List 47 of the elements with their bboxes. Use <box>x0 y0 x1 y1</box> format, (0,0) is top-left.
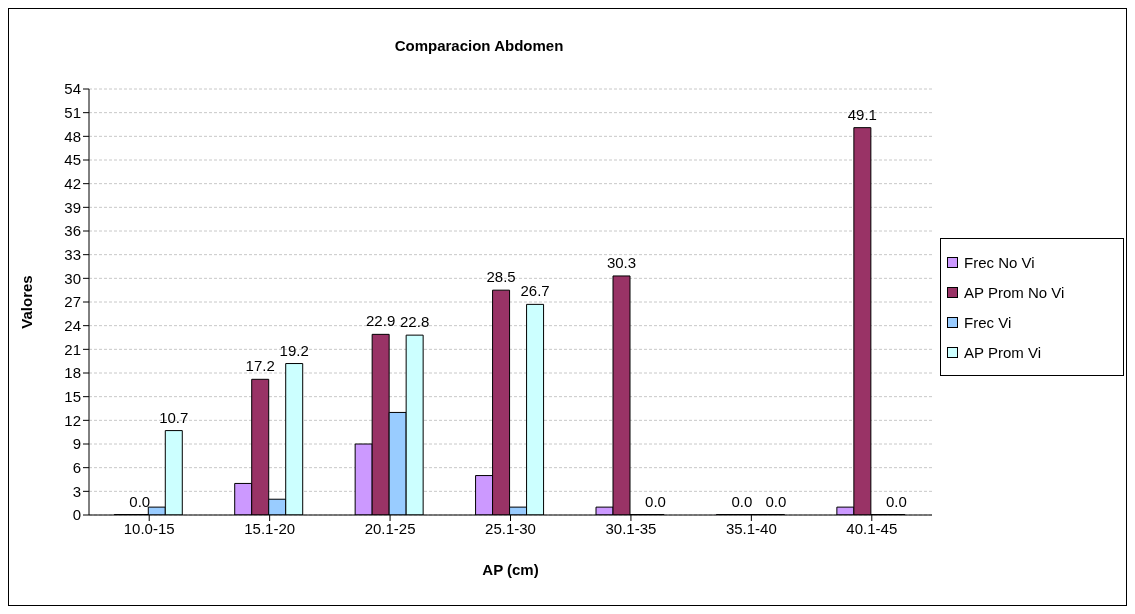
data-label: 22.8 <box>400 313 430 331</box>
y-tick-label: 18 <box>64 364 81 382</box>
x-axis-title: AP (cm) <box>482 561 539 578</box>
data-label: 0.0 <box>885 492 907 510</box>
data-label: 30.3 <box>606 253 637 271</box>
y-tick-label: 12 <box>64 411 81 429</box>
y-tick-label: 27 <box>64 293 81 311</box>
y-tick-label: 36 <box>64 222 81 240</box>
y-tick-label: 6 <box>72 458 81 476</box>
data-label: 10.7 <box>159 408 189 426</box>
y-tick-label: 30 <box>64 269 81 287</box>
data-label: 28.5 <box>486 268 516 286</box>
y-tick-label: 24 <box>64 316 81 334</box>
data-label: 0.0 <box>129 492 151 510</box>
legend-label: AP Prom Vi <box>964 343 1041 361</box>
y-tick-label: 21 <box>64 340 81 358</box>
y-tick-label: 45 <box>64 151 81 169</box>
x-tick-label: 40.1-45 <box>846 519 898 537</box>
data-label: 49.1 <box>847 105 877 123</box>
x-tick-label: 30.1-35 <box>605 519 657 537</box>
legend-label: Frec Vi <box>964 313 1012 331</box>
data-label: 26.7 <box>520 282 550 300</box>
x-tick-label: 15.1-20 <box>244 519 296 537</box>
y-tick-label: 3 <box>72 482 81 500</box>
x-tick-label: 35.1-40 <box>725 519 777 537</box>
y-tick-label: 48 <box>64 127 81 145</box>
y-tick-label: 0 <box>72 506 81 524</box>
x-tick-label: 10.0-15 <box>123 519 175 537</box>
legend-label: AP Prom No Vi <box>964 283 1065 301</box>
legend-label: Frec No Vi <box>964 253 1035 271</box>
data-label: 22.9 <box>366 312 396 330</box>
y-axis-title: Valores <box>18 275 36 329</box>
y-tick-label: 9 <box>72 435 81 453</box>
chart-title: Comparacion Abdomen <box>393 37 565 54</box>
y-tick-label: 39 <box>64 198 81 216</box>
y-tick-label: 54 <box>64 80 81 98</box>
data-label: 19.2 <box>279 341 309 359</box>
data-label: 0.0 <box>731 492 753 510</box>
y-tick-label: 51 <box>64 103 81 121</box>
x-tick-label: 25.1-30 <box>485 519 536 537</box>
y-tick-label: 33 <box>64 245 81 263</box>
data-label: 0.0 <box>645 492 666 510</box>
y-tick-label: 42 <box>64 174 81 192</box>
y-tick-label: 15 <box>64 387 81 405</box>
data-label: 17.2 <box>245 357 275 375</box>
x-tick-label: 20.1-25 <box>364 519 416 537</box>
data-label: 0.0 <box>765 492 787 510</box>
